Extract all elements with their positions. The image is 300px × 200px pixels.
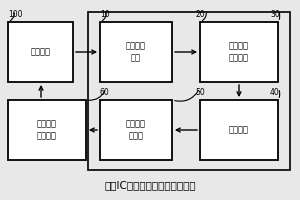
- Text: 主控模块: 主控模块: [31, 47, 50, 56]
- Text: 40: 40: [270, 88, 280, 97]
- Text: 30: 30: [270, 10, 280, 19]
- Text: 基于IC键合引线的质量检测装置: 基于IC键合引线的质量检测装置: [104, 180, 196, 190]
- Text: 频率发生
模块: 频率发生 模块: [126, 42, 146, 62]
- Text: 第二数据
转换模块: 第二数据 转换模块: [37, 120, 57, 140]
- Text: 50: 50: [195, 88, 205, 97]
- Text: 有效值转
换模块: 有效值转 换模块: [126, 120, 146, 140]
- Bar: [88, 12, 290, 170]
- Bar: [100, 22, 172, 82]
- Text: 60: 60: [100, 88, 110, 97]
- Text: 放线模块: 放线模块: [229, 126, 249, 134]
- Text: 100: 100: [8, 10, 22, 19]
- Text: 20: 20: [195, 10, 205, 19]
- Bar: [200, 100, 278, 160]
- Text: 第一数据
转换模块: 第一数据 转换模块: [229, 42, 249, 62]
- Bar: [8, 100, 86, 160]
- Bar: [200, 22, 278, 82]
- Bar: [100, 100, 172, 160]
- Bar: [8, 22, 73, 82]
- Text: 10: 10: [100, 10, 110, 19]
